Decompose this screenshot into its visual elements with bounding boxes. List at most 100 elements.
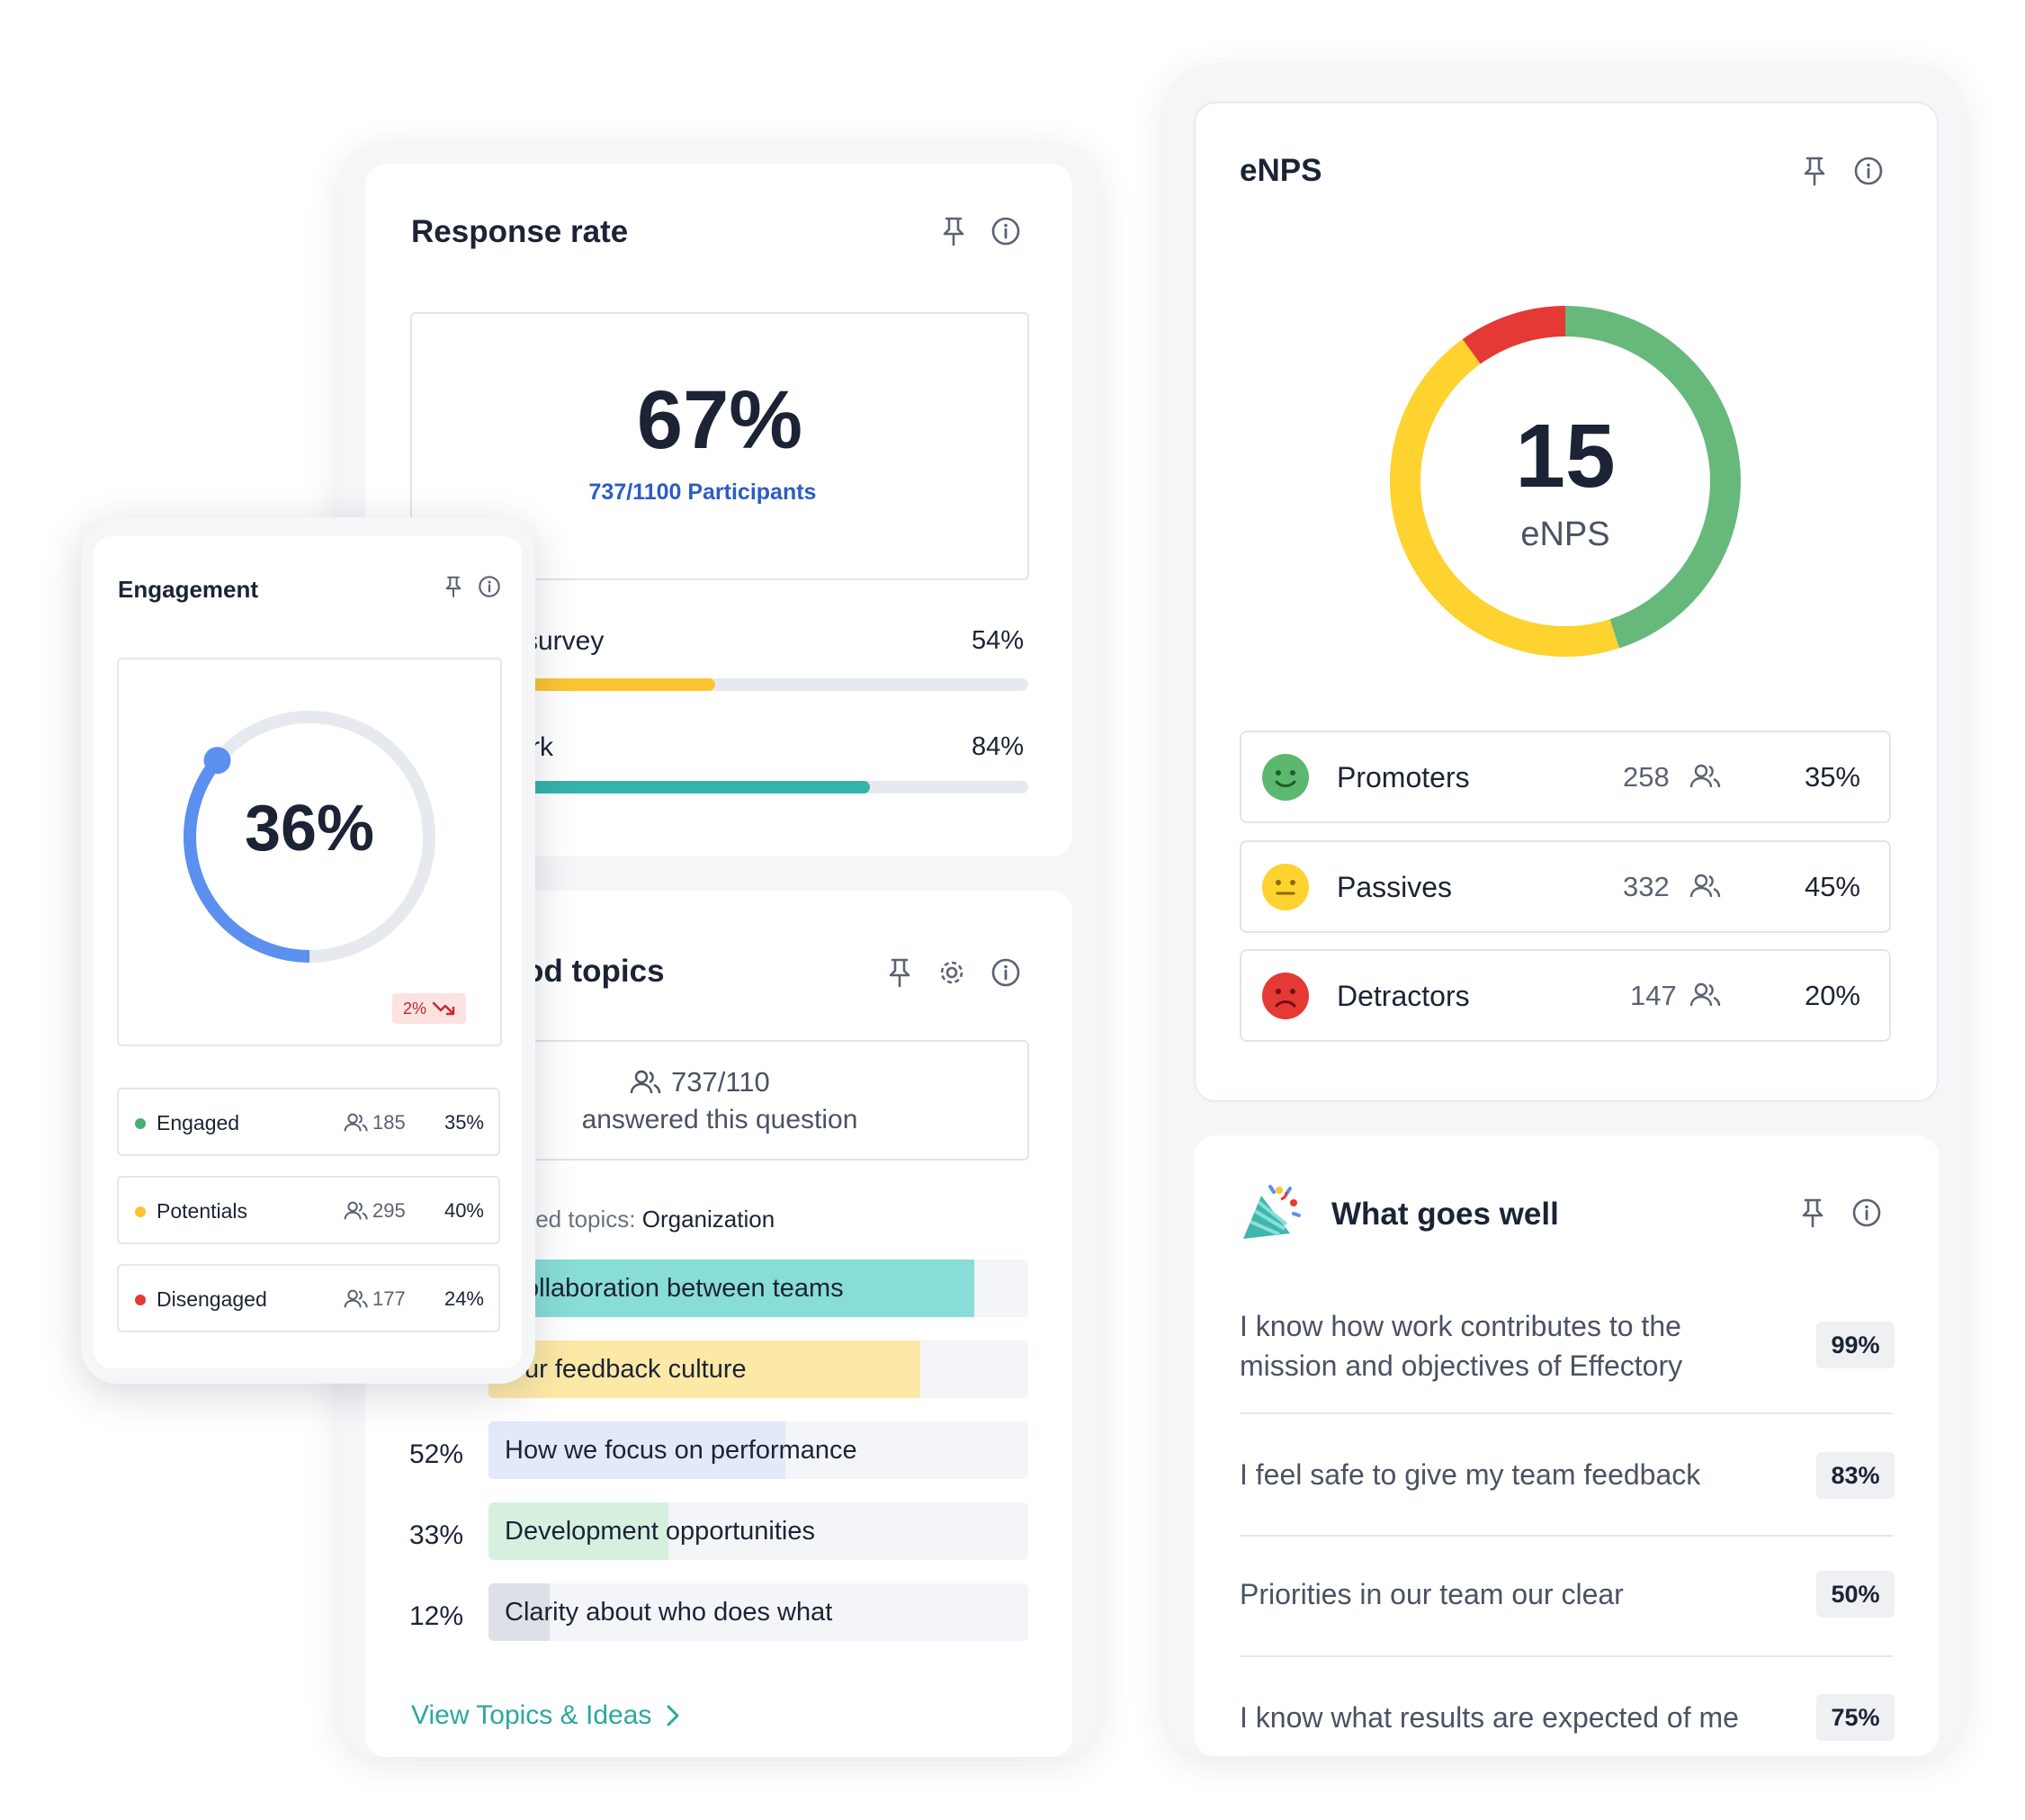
people-icon bbox=[1689, 874, 1721, 898]
statement-score: 75% bbox=[1816, 1694, 1895, 1741]
status-dot bbox=[135, 1118, 146, 1129]
engagement-row-percent: 40% bbox=[444, 1199, 484, 1222]
engagement-title: Engagement bbox=[118, 576, 259, 603]
smile-face-icon bbox=[1262, 754, 1309, 801]
rate-bar-label: survey bbox=[524, 626, 605, 656]
rate-bar-track bbox=[524, 678, 1028, 691]
party-popper-icon bbox=[1243, 1185, 1301, 1239]
people-icon bbox=[1689, 764, 1721, 788]
engagement-gauge bbox=[184, 711, 435, 963]
topic-row[interactable]: Clarity about who does what bbox=[488, 1583, 1028, 1641]
selected-topics-value[interactable]: Organization bbox=[641, 1206, 775, 1233]
engagement-row[interactable]: Disengaged 177 24% bbox=[117, 1264, 500, 1332]
what-goes-well-title: What goes well bbox=[1331, 1197, 1559, 1232]
engagement-row-label: Engaged bbox=[157, 1111, 240, 1134]
divider bbox=[1240, 1535, 1893, 1537]
enps-row-percent: 45% bbox=[1804, 871, 1860, 902]
view-topics-label: View Topics & Ideas bbox=[411, 1700, 652, 1730]
enps-row-detractors[interactable]: Detractors 147 20% bbox=[1240, 949, 1891, 1042]
enps-donut bbox=[1390, 306, 1741, 657]
people-icon bbox=[630, 1070, 661, 1094]
engagement-row-percent: 24% bbox=[444, 1287, 484, 1310]
divider bbox=[1240, 1412, 1893, 1414]
topic-percent: 12% bbox=[409, 1601, 464, 1631]
gauge-progress-arc bbox=[184, 711, 435, 963]
enps-row-count: 258 bbox=[1623, 761, 1670, 793]
statement-text: I know how work contributes to the missi… bbox=[1240, 1310, 1683, 1382]
topic-row[interactable]: ollaboration between teams bbox=[488, 1260, 1028, 1317]
answered-text: answered this question bbox=[581, 1105, 858, 1134]
divider bbox=[1240, 1655, 1893, 1657]
enps-row-label: Promoters bbox=[1337, 761, 1470, 793]
pin-icon[interactable] bbox=[1793, 1193, 1832, 1233]
rate-bar-value: 84% bbox=[972, 732, 1025, 761]
enps-row-promoters[interactable]: Promoters 258 35% bbox=[1240, 731, 1891, 823]
topic-label: How we focus on performance bbox=[505, 1436, 857, 1465]
answered-line: 737/110 bbox=[630, 1066, 900, 1098]
info-icon[interactable] bbox=[473, 570, 506, 603]
info-icon[interactable] bbox=[986, 953, 1026, 992]
topic-fill bbox=[488, 1583, 550, 1641]
people-icon bbox=[1689, 982, 1721, 1007]
statement-score: 50% bbox=[1816, 1571, 1895, 1618]
statement-score: 83% bbox=[1816, 1452, 1895, 1499]
topic-label: ollaboration between teams bbox=[524, 1274, 844, 1303]
gear-icon[interactable] bbox=[932, 953, 972, 992]
sad-face-icon bbox=[1262, 973, 1309, 1019]
engagement-percent: 36% bbox=[244, 793, 375, 865]
statement-score: 99% bbox=[1816, 1322, 1895, 1368]
enps-row-percent: 20% bbox=[1804, 980, 1860, 1011]
statement-text: Priorities in our team our clear bbox=[1240, 1578, 1624, 1610]
enps-score-label: eNPS bbox=[1520, 516, 1610, 553]
trend-value: 2% bbox=[402, 999, 426, 1018]
people-icon bbox=[344, 1201, 368, 1220]
donut-segment-detractors bbox=[1390, 306, 1741, 657]
topic-fill bbox=[488, 1502, 668, 1560]
topic-row[interactable]: How we focus on performance bbox=[488, 1421, 1028, 1479]
topic-percent: 52% bbox=[409, 1439, 464, 1469]
topic-row[interactable]: ur feedback culture bbox=[488, 1340, 1028, 1398]
people-icon bbox=[344, 1113, 368, 1132]
enps-row-label: Detractors bbox=[1337, 980, 1470, 1012]
info-icon[interactable] bbox=[1847, 1193, 1886, 1233]
answered-count: 737/110 bbox=[671, 1066, 770, 1098]
topics-title: od topics bbox=[524, 954, 665, 989]
statement-text: I know what results are expected of me bbox=[1240, 1701, 1739, 1734]
enps-row-passives[interactable]: Passives 332 45% bbox=[1240, 840, 1891, 933]
topic-fill bbox=[488, 1340, 920, 1398]
info-icon[interactable] bbox=[1849, 151, 1888, 191]
engagement-row-count: 185 bbox=[372, 1111, 406, 1134]
enps-row-percent: 35% bbox=[1804, 761, 1860, 793]
engagement-row-count: 177 bbox=[372, 1287, 406, 1310]
status-dot bbox=[135, 1295, 146, 1305]
topic-fill bbox=[488, 1421, 785, 1479]
donut-segment-passives bbox=[1390, 306, 1741, 657]
engagement-row-label: Disengaged bbox=[157, 1287, 267, 1311]
rate-bar-track bbox=[524, 781, 1028, 793]
enps-row-count: 332 bbox=[1623, 871, 1670, 902]
topic-label: Development opportunities bbox=[505, 1517, 815, 1546]
pin-icon[interactable] bbox=[934, 211, 973, 251]
view-topics-link[interactable]: View Topics & Ideas bbox=[411, 1700, 680, 1731]
enps-row-count: 147 bbox=[1630, 980, 1677, 1011]
gauge-knob[interactable] bbox=[203, 747, 231, 775]
people-icon bbox=[344, 1289, 368, 1308]
participants-count: 737/1100 Participants bbox=[588, 480, 817, 505]
enps-row-label: Passives bbox=[1337, 871, 1453, 903]
engagement-row[interactable]: Engaged 185 35% bbox=[117, 1088, 500, 1156]
pin-icon[interactable] bbox=[437, 570, 470, 603]
status-dot bbox=[135, 1206, 146, 1217]
info-icon[interactable] bbox=[986, 211, 1026, 251]
topic-row[interactable]: Development opportunities bbox=[488, 1502, 1028, 1560]
rate-bar-fill bbox=[524, 781, 870, 793]
chevron-right-icon bbox=[667, 1705, 679, 1726]
engagement-row[interactable]: Potentials 295 40% bbox=[117, 1176, 500, 1244]
pin-icon[interactable] bbox=[1795, 151, 1834, 191]
engagement-row-count: 295 bbox=[372, 1199, 406, 1222]
pin-icon[interactable] bbox=[880, 953, 919, 992]
topic-label: ur feedback culture bbox=[524, 1355, 747, 1384]
trend-badge: 2% bbox=[392, 993, 466, 1024]
topic-fill bbox=[488, 1260, 974, 1317]
neutral-face-icon bbox=[1262, 864, 1309, 910]
selected-topics-prefix: ted topics: bbox=[529, 1206, 636, 1233]
